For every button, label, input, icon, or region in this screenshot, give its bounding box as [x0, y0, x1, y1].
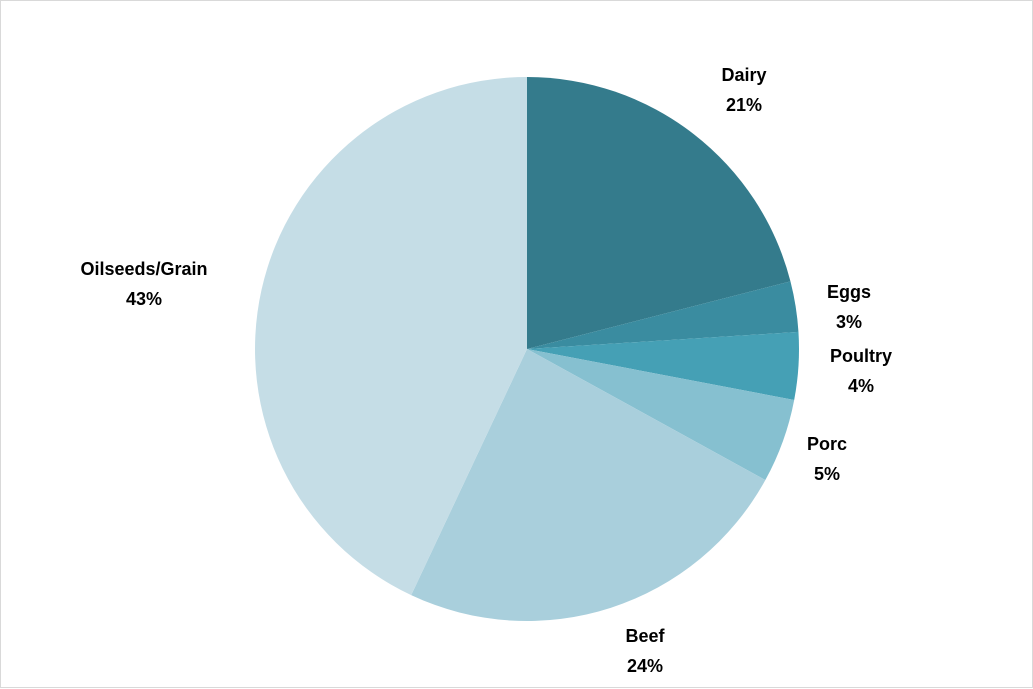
pie-slices — [255, 77, 799, 621]
pie-labels: Dairy 21% Eggs 3% Poultry 4% Porc 5% Beef 24% Oils… — [80, 65, 892, 676]
pie-slice-oilseeds-grain — [255, 77, 527, 596]
slice-value-eggs: 3% — [836, 312, 862, 332]
pie-slice-poultry — [527, 331, 799, 400]
slice-label-beef: Beef — [625, 626, 665, 646]
pie-slice-beef — [411, 349, 766, 621]
slice-label-poultry: Poultry — [830, 346, 892, 366]
slice-label-dairy: Dairy — [721, 65, 766, 85]
slice-value-poultry: 4% — [848, 376, 874, 396]
slice-label-porc: Porc — [807, 434, 847, 454]
pie-slice-eggs — [527, 281, 799, 349]
slice-value-dairy: 21% — [726, 95, 762, 115]
slice-label-eggs: Eggs — [827, 282, 871, 302]
slice-label-oilseeds-grain: Oilseeds/Grain — [80, 259, 207, 279]
pie-slice-dairy — [527, 77, 791, 349]
slice-value-oilseeds-grain: 43% — [126, 289, 162, 309]
slice-value-porc: 5% — [814, 464, 840, 484]
slice-value-beef: 24% — [627, 656, 663, 676]
pie-slice-porc — [527, 349, 795, 481]
